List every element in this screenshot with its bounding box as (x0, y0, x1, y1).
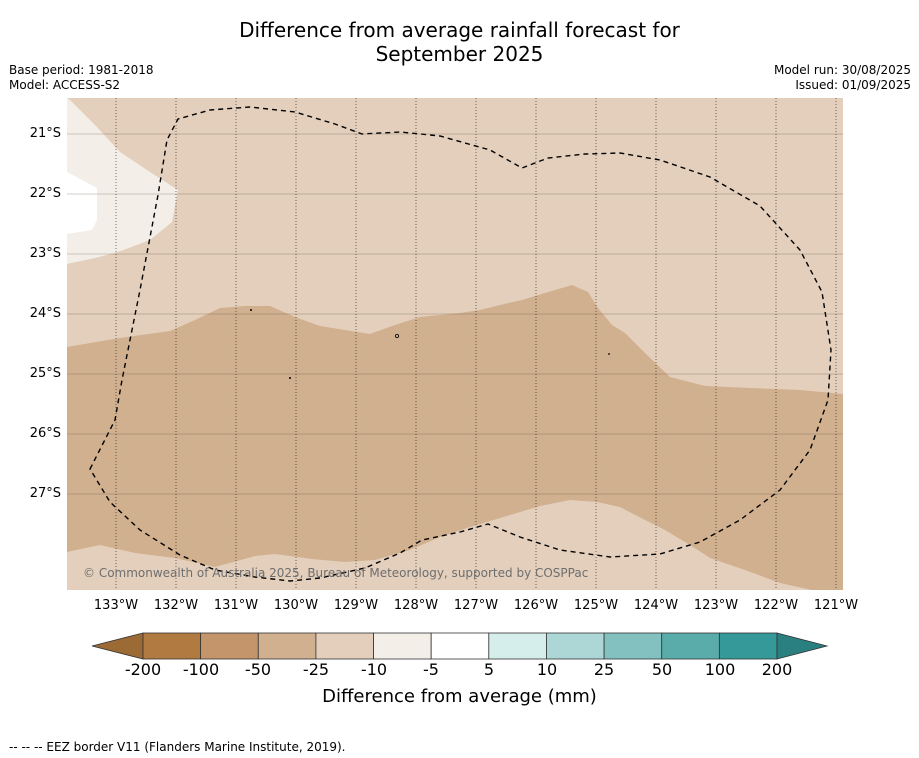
model-run: Model run: 30/08/2025 (773, 63, 911, 77)
colorbar-under-arrow (91, 632, 144, 660)
colorbar-box (315, 632, 374, 660)
lat-label: 24°S (29, 306, 61, 321)
meta-left: Base period: 1981-2018 Model: ACCESS-S2 (9, 63, 154, 93)
colorbar-box (200, 632, 259, 660)
lat-label: 22°S (29, 186, 61, 201)
colorbar-title: Difference from average (mm) (322, 686, 597, 707)
colorbar-label: -100 (182, 660, 220, 679)
lon-label: 124°W (633, 598, 679, 613)
lon-label: 125°W (573, 598, 619, 613)
eez-border (89, 106, 832, 582)
lon-label: 129°W (333, 598, 379, 613)
colorbar-label: 10 (536, 660, 558, 679)
colorbar-label: -25 (302, 660, 330, 679)
lon-label: 126°W (513, 598, 559, 613)
lon-label: 133°W (93, 598, 139, 613)
colorbar-label: 5 (483, 660, 495, 679)
map-region-medium-tan (67, 285, 843, 590)
colorbar-box (546, 632, 605, 660)
island-marker (394, 333, 399, 338)
lat-label: 26°S (29, 426, 61, 441)
map-title-line-2: September 2025 (375, 42, 544, 66)
colorbar-label: -200 (124, 660, 162, 679)
colorbar-label: -50 (244, 660, 272, 679)
colorbar-box (603, 632, 663, 660)
map-title-line-1: Difference from average rainfall forecas… (239, 18, 680, 42)
lat-label: 25°S (29, 366, 61, 381)
meta-right: Model run: 30/08/2025 Issued: 01/09/2025 (774, 63, 911, 93)
lon-gridlines (115, 98, 837, 590)
lon-label: 132°W (153, 598, 199, 613)
base-period: Base period: 1981-2018 (9, 63, 154, 77)
lat-label: 21°S (29, 126, 61, 141)
island-marker (250, 309, 252, 311)
lon-label: 121°W (813, 598, 859, 613)
colorbar-box (661, 632, 720, 660)
lon-label: 130°W (273, 598, 319, 613)
colorbar-label: 200 (761, 660, 793, 679)
colorbar (91, 632, 829, 660)
colorbar-label: 25 (593, 660, 615, 679)
model-name: Model: ACCESS-S2 (9, 78, 121, 92)
island-marker (289, 377, 291, 379)
eez-legend-note: -- -- -- EEZ border V11 (Flanders Marine… (9, 740, 346, 754)
lon-label: 131°W (213, 598, 259, 613)
colorbar-label: 50 (651, 660, 673, 679)
colorbar-label: -10 (360, 660, 388, 679)
colorbar-box (488, 632, 547, 660)
issued-date: Issued: 01/09/2025 (795, 78, 911, 92)
colorbar-box (430, 632, 490, 660)
copyright-notice: © Commonwealth of Australia 2025, Bureau… (83, 566, 589, 580)
island-marker (608, 353, 610, 355)
lon-label: 127°W (453, 598, 499, 613)
colorbar-over-arrow (776, 632, 829, 660)
lat-label: 23°S (29, 246, 61, 261)
colorbar-box (142, 632, 202, 660)
colorbar-box (373, 632, 432, 660)
lon-label: 122°W (753, 598, 799, 613)
colorbar-box (718, 632, 778, 660)
colorbar-box (257, 632, 317, 660)
lat-label: 27°S (29, 486, 61, 501)
colorbar-label: 100 (704, 660, 736, 679)
colorbar-label: -5 (423, 660, 439, 679)
lon-label: 128°W (393, 598, 439, 613)
lon-label: 123°W (693, 598, 739, 613)
map-region-white (67, 172, 97, 234)
lat-gridlines (67, 133, 843, 495)
map-title: Difference from average rainfall forecas… (0, 18, 919, 66)
